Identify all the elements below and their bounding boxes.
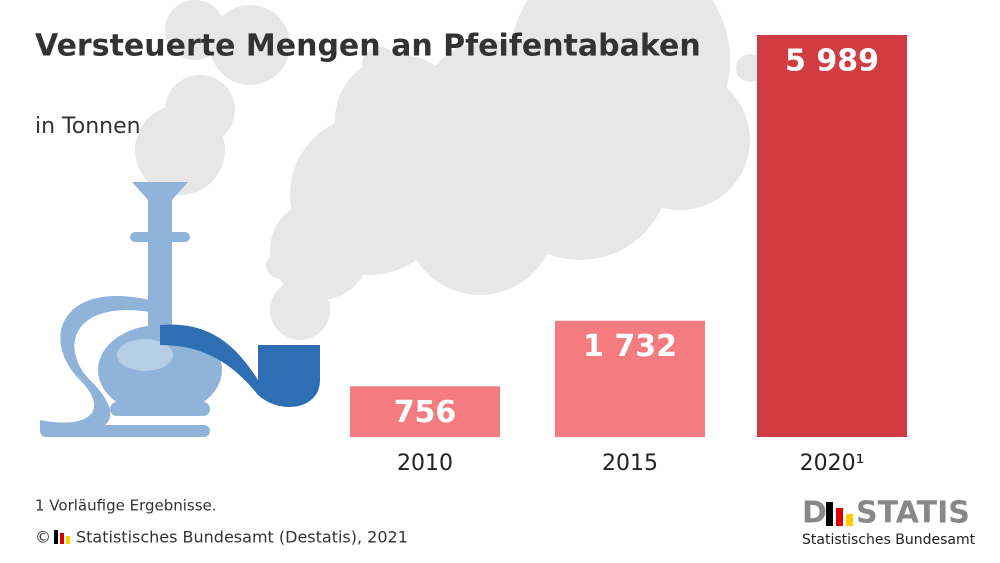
- logo-text: STATIS: [856, 496, 970, 531]
- bar: [555, 320, 705, 437]
- hookah-decoration: [40, 182, 320, 437]
- bar: [350, 386, 500, 437]
- smoke-decoration: [135, 0, 764, 340]
- copyright: ©: [35, 528, 51, 547]
- logo-text: D: [802, 496, 827, 531]
- chart-title: Versteuerte Mengen an Pfeifentabaken: [35, 29, 701, 64]
- x-tick-label: 2015: [602, 451, 658, 476]
- logo-icon: [826, 502, 853, 526]
- x-tick-label: 2020¹: [800, 451, 865, 476]
- bar: [757, 35, 907, 437]
- source: Statistisches Bundesamt (Destatis), 2021: [76, 528, 408, 547]
- value-label: 5 989: [785, 44, 879, 79]
- footnote: 1 Vorläufige Ergebnisse.: [35, 497, 217, 515]
- source-icon: [54, 530, 70, 544]
- logo-subtitle: Statistisches Bundesamt: [802, 532, 976, 548]
- value-label: 756: [394, 395, 457, 430]
- chart-subtitle: in Tonnen: [35, 114, 141, 139]
- x-tick-label: 2010: [397, 451, 453, 476]
- value-label: 1 732: [583, 329, 677, 364]
